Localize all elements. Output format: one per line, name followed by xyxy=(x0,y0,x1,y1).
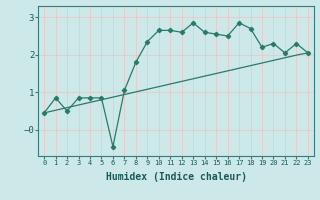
X-axis label: Humidex (Indice chaleur): Humidex (Indice chaleur) xyxy=(106,172,246,182)
